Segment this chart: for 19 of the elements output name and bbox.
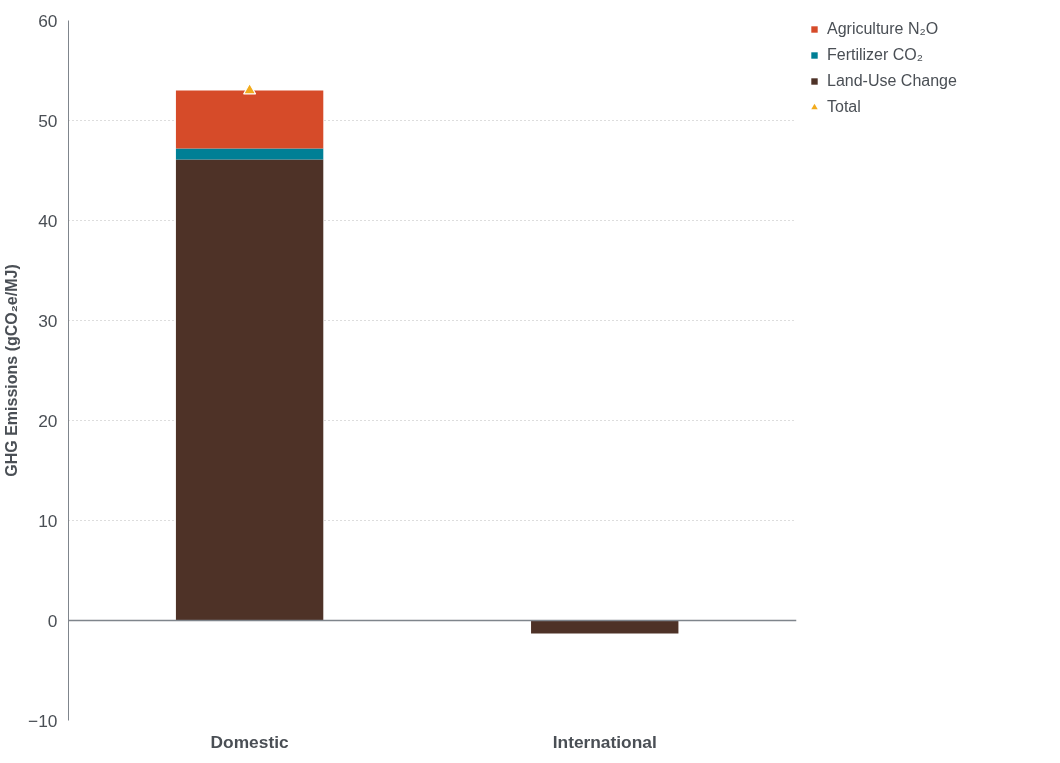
y-tick-label: −10 (28, 710, 58, 731)
bar (175, 159, 324, 621)
y-tick-label: 40 (38, 210, 58, 231)
y-tick-label: 20 (38, 410, 58, 431)
legend-label: Agriculture N₂O (827, 20, 939, 38)
y-tick-label: 60 (38, 10, 58, 31)
y-axis-title: GHG Emissions (gCO₂e/MJ) (3, 264, 21, 477)
bar (175, 148, 324, 160)
legend-label: Land-Use Change (827, 72, 957, 90)
x-tick-label: International (552, 731, 657, 752)
y-tick-label: 0 (47, 610, 58, 631)
bar (531, 620, 679, 634)
legend-label: Total (827, 98, 861, 116)
y-tick-label: 10 (38, 510, 58, 531)
y-tick-label: 30 (38, 310, 58, 331)
x-tick-label: Domestic (210, 731, 289, 752)
y-tick-label: 50 (38, 110, 58, 131)
legend-label: Fertilizer CO₂ (827, 46, 923, 64)
bar (175, 90, 324, 149)
